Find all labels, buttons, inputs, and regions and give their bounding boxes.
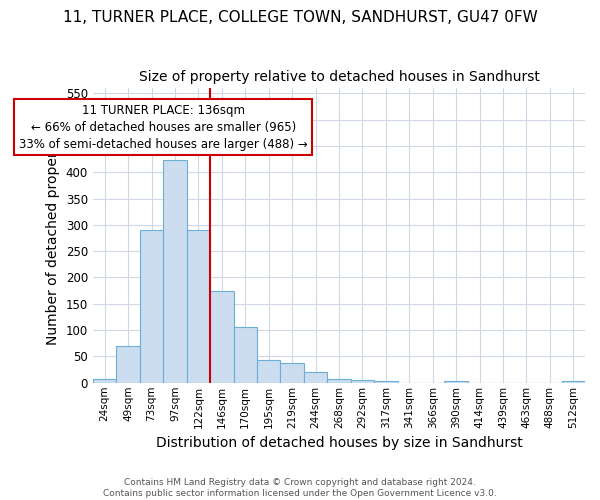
Bar (93, 378, 116, 383)
Bar (187, 230, 210, 383)
Bar (562, 380, 585, 383)
Bar (257, 360, 280, 383)
Bar (350, 380, 374, 383)
Bar (140, 230, 163, 383)
Bar (233, 328, 257, 383)
X-axis label: Distribution of detached houses by size in Sandhurst: Distribution of detached houses by size … (155, 436, 523, 450)
Bar (445, 380, 468, 383)
Text: 11 TURNER PLACE: 136sqm
← 66% of detached houses are smaller (965)
33% of semi-d: 11 TURNER PLACE: 136sqm ← 66% of detache… (19, 104, 308, 150)
Bar (163, 160, 187, 383)
Bar (116, 346, 140, 383)
Bar (304, 372, 327, 383)
Bar (280, 363, 304, 383)
Bar (210, 290, 233, 383)
Bar (327, 378, 350, 383)
Y-axis label: Number of detached properties: Number of detached properties (46, 126, 60, 344)
Title: Size of property relative to detached houses in Sandhurst: Size of property relative to detached ho… (139, 70, 539, 84)
Bar (374, 380, 398, 383)
Text: Contains HM Land Registry data © Crown copyright and database right 2024.
Contai: Contains HM Land Registry data © Crown c… (103, 478, 497, 498)
Text: 11, TURNER PLACE, COLLEGE TOWN, SANDHURST, GU47 0FW: 11, TURNER PLACE, COLLEGE TOWN, SANDHURS… (62, 10, 538, 25)
